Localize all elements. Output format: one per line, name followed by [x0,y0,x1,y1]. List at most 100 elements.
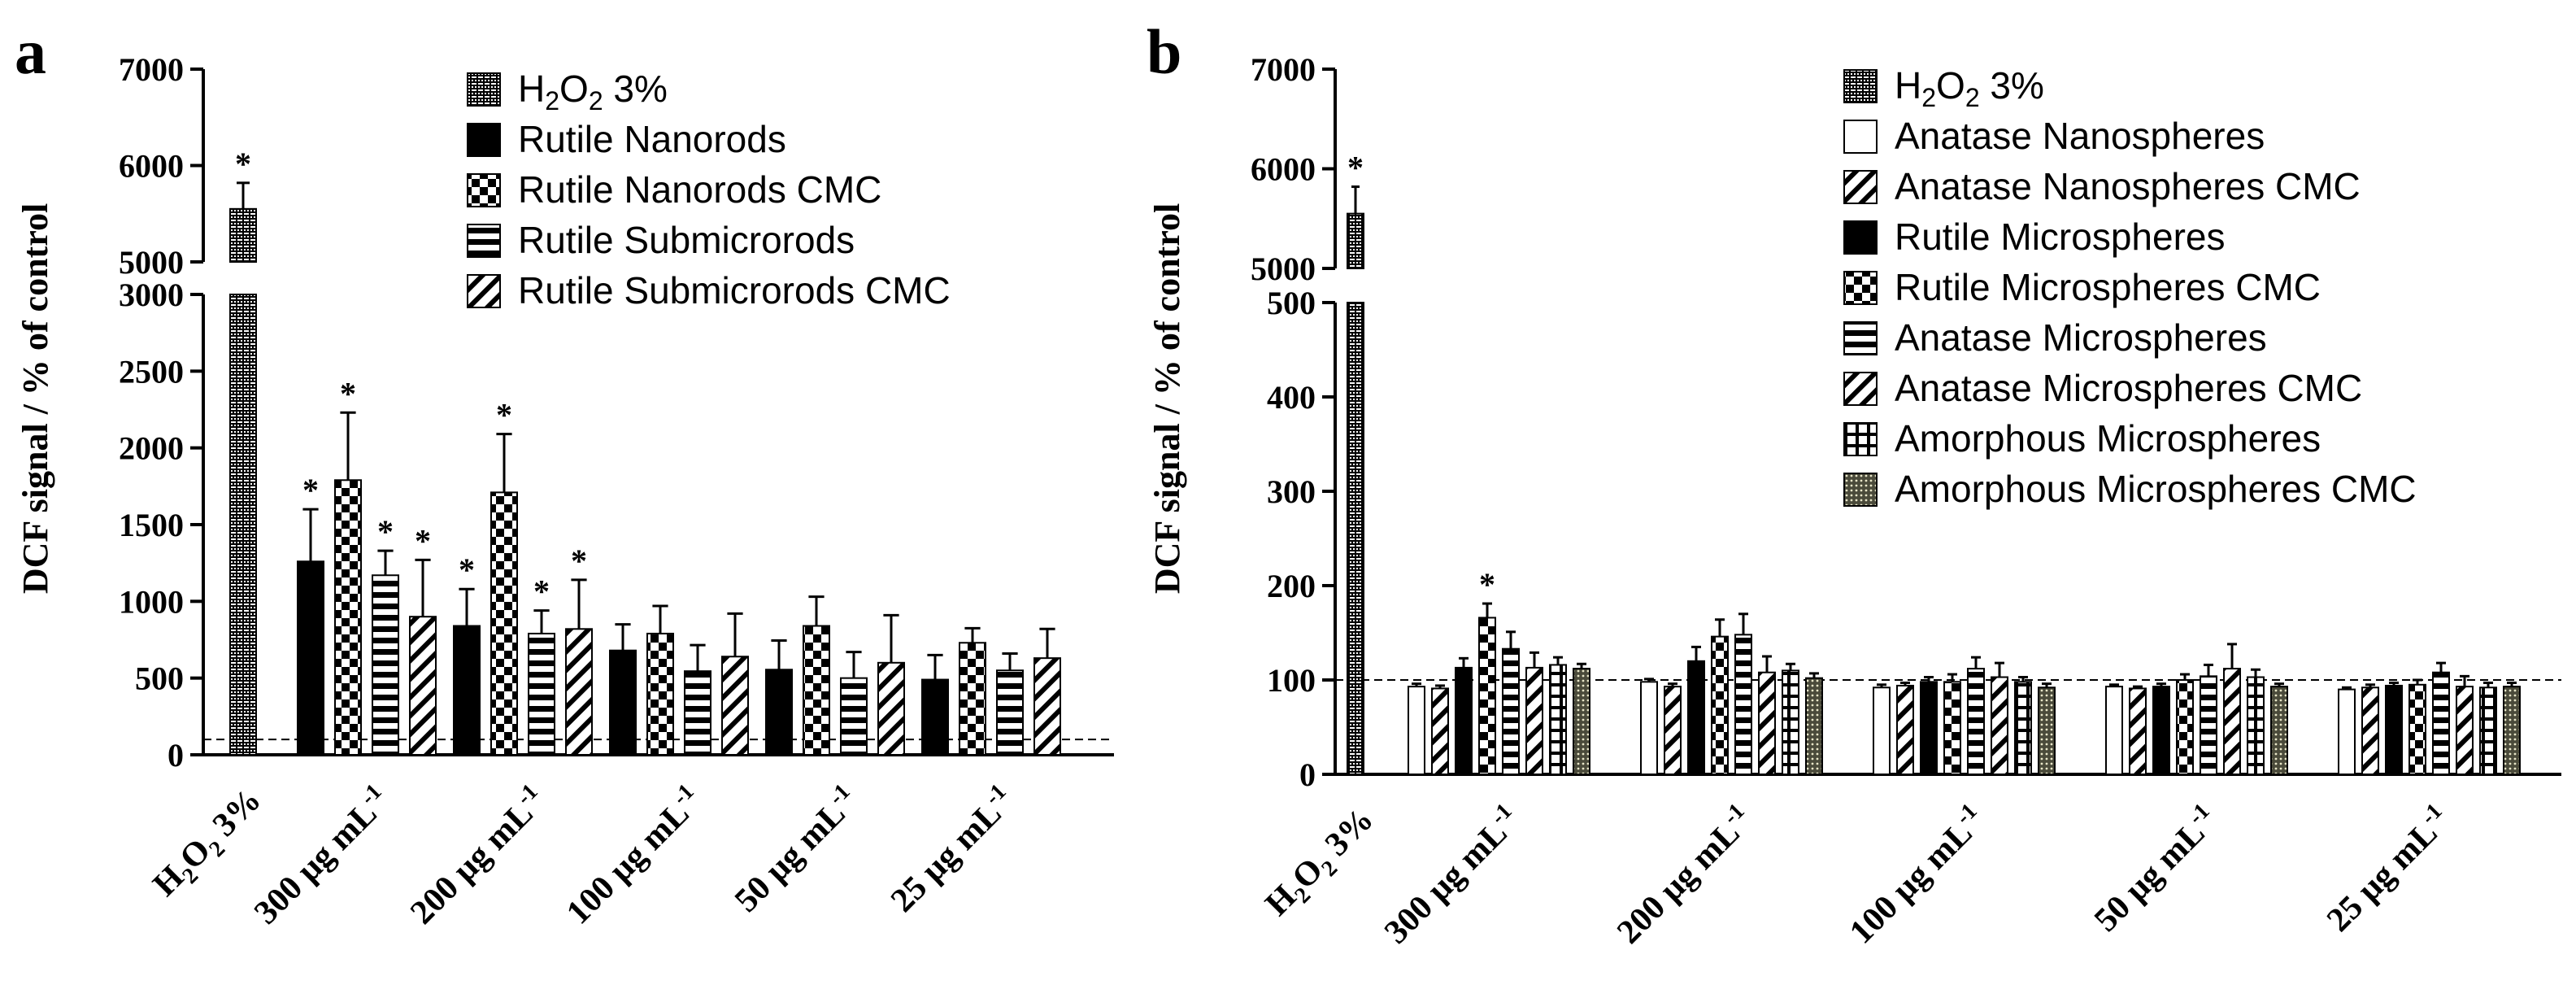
rutile-nanorods-g2-bar [453,625,481,756]
rutile-microspheres-g5-bar [2385,684,2403,776]
y-low-400-tick-label: 400 [1267,379,1316,416]
amorphous-microspheres-g4-bar [2247,676,2265,776]
rutile-microspheres-cmc-g1-significance-mark: * [1479,566,1495,603]
anatase-nanospheres-g2-bar [1640,681,1658,776]
rutile-nanorods-g1-bar [297,560,324,756]
anatase-microspheres-g4-bar [2200,675,2217,775]
y-up-6000-tick-label: 6000 [1251,151,1316,188]
rutile-microspheres-cmc-g4-bar [2176,679,2194,775]
rutile-submicrorods-cmc-g5-bar [1033,657,1061,756]
anatase-microspheres-cmc-g4-bar [2223,668,2241,776]
y-low-0-tick-label: 0 [1299,756,1316,793]
legend-swatch [467,274,501,308]
x-category-label: 25 µg mL-1 [2317,799,2458,939]
anatase-nanospheres-cmc-g3-bar [1896,684,1914,776]
x-category-label: 300 µg mL-1 [245,779,398,932]
y-low-200-tick-label: 200 [1267,568,1316,604]
legend-swatch [1843,69,1878,103]
rutile-microspheres-g1-bar [1455,666,1473,775]
rutile-nanorods-g4-bar [765,669,793,756]
y-low-100-tick-label: 100 [1267,662,1316,699]
anatase-nanospheres-g4-bar [2105,686,2123,775]
rutile-microspheres-g2-bar [1687,660,1705,775]
anatase-microspheres-g3-bar [1967,668,1985,776]
y-up-7000-tick-label: 7000 [119,51,184,88]
rutile-submicrorods-cmc-g2-significance-mark: * [571,543,587,579]
y-up-7000-tick-label: 7000 [1251,51,1316,88]
h2o2-control-bar-upper [229,207,257,264]
legend-swatch [1843,321,1878,355]
x-category-label: 300 µg mL-1 [1375,799,1528,952]
y-up-5000-tick-label: 5000 [119,244,184,281]
amorphous-microspheres-cmc-g5-bar [2503,686,2521,775]
legend-swatch [1843,220,1878,255]
rutile-submicrorods-cmc-g1-bar [409,616,437,756]
amorphous-microspheres-cmc-g4-bar [2270,686,2288,775]
legend-label: Rutile Submicrorods [518,219,855,261]
legend-swatch [1843,422,1878,456]
x-category-label: 25 µg mL-1 [881,779,1022,920]
legend-swatch [467,173,501,207]
y-low-0-tick-label: 0 [168,737,184,774]
y-low-500-tick-label: 500 [1267,285,1316,321]
legend-label: Anatase Nanospheres CMC [1895,165,2361,207]
x-category-label: 50 µg mL-1 [2085,799,2226,939]
rutile-submicrorods-g1-bar [372,574,399,756]
legend-label: Amorphous Microspheres CMC [1895,468,2417,510]
rutile-submicrorods-g4-bar [840,677,868,756]
legend-label: Anatase Microspheres CMC [1895,367,2362,409]
rutile-submicrorods-g1-significance-mark: * [377,513,394,550]
rutile-submicrorods-cmc-g1-significance-mark: * [415,522,431,559]
y-axis-title-a: DCF signal / % of control [15,203,55,594]
anatase-nanospheres-cmc-g1-bar [1431,687,1449,775]
y-up-6000-tick-label: 6000 [119,148,184,185]
rutile-submicrorods-g3-bar [684,670,711,756]
anatase-microspheres-g2-bar [1734,634,1752,775]
legend-swatch [1843,170,1878,204]
legend-label: Rutile Microspheres CMC [1895,266,2321,308]
h2o2-control-bar-lower [1347,302,1364,775]
rutile-submicrorods-g2-significance-mark: * [533,573,550,610]
anatase-microspheres-g5-bar [2432,671,2450,775]
legend-label: Anatase Nanospheres [1895,115,2265,157]
rutile-submicrorods-g5-bar [996,669,1024,756]
y-axis-title-b: DCF signal / % of control [1147,203,1187,594]
rutile-submicrorods-g2-bar [528,632,555,756]
rutile-nanorods-g2-significance-mark: * [459,551,475,588]
anatase-nanospheres-g1-bar [1408,686,1425,775]
panel-label-b: b [1147,16,1181,87]
rutile-nanorods-g5-bar [921,678,949,756]
rutile-nanorods-cmc-g4-bar [803,625,830,756]
anatase-nanospheres-g3-bar [1873,686,1891,776]
x-category-label: 50 µg mL-1 [725,779,866,920]
h2o2-control-bar-lower [229,294,257,756]
anatase-microspheres-cmc-g2-bar [1758,671,1776,775]
rutile-microspheres-cmc-g5-bar [2408,683,2426,775]
amorphous-microspheres-cmc-g2-bar [1805,677,1823,775]
rutile-nanorods-cmc-g2-bar [490,491,518,756]
h2o2-control-significance-mark: * [235,146,251,182]
x-category-label: H2O2 3% [1259,801,1385,927]
amorphous-microspheres-cmc-g3-bar [2038,686,2056,776]
anatase-microspheres-cmc-g3-bar [1991,676,2008,776]
rutile-submicrorods-cmc-g2-bar [565,628,593,756]
legend-label: Rutile Nanorods CMC [518,168,881,211]
rutile-nanorods-cmc-g1-significance-mark: * [340,375,356,412]
panel-label-a: a [15,16,46,87]
anatase-microspheres-cmc-g5-bar [2456,686,2474,775]
legend-swatch [467,224,501,258]
rutile-nanorods-cmc-g5-bar [959,642,986,756]
rutile-microspheres-cmc-g3-bar [1943,681,1961,776]
legend-swatch [1843,120,1878,154]
rutile-nanorods-cmc-g1-bar [334,479,362,756]
anatase-nanospheres-cmc-g2-bar [1664,686,1682,775]
rutile-nanorods-g3-bar [609,649,637,756]
rutile-submicrorods-cmc-g3-bar [721,656,749,756]
amorphous-microspheres-g1-bar [1549,664,1567,775]
y-low-1500-tick-label: 1500 [119,507,184,543]
x-category-label: H2O2 3% [146,782,272,908]
x-category-label: 100 µg mL-1 [1840,799,1993,952]
